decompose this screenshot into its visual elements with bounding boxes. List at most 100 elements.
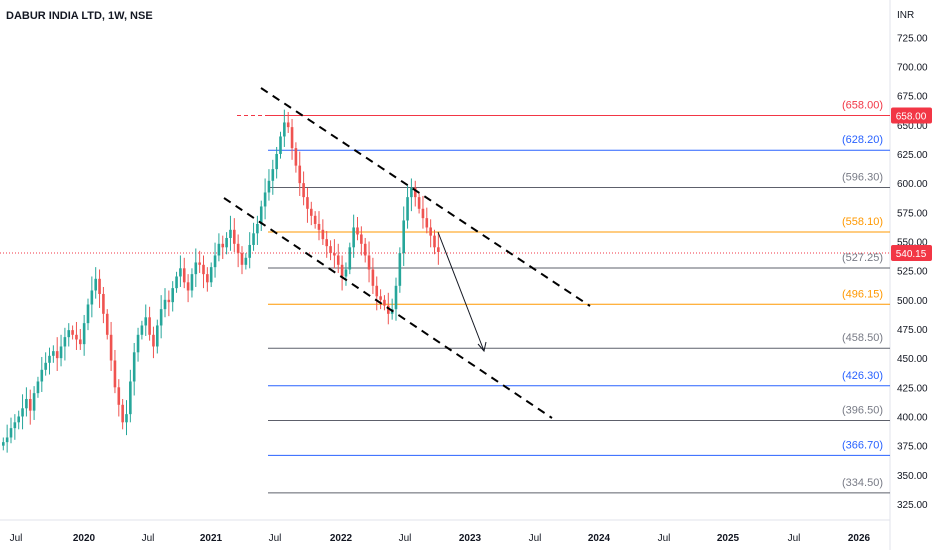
candle	[163, 288, 167, 318]
candle	[356, 216, 359, 241]
candle	[28, 389, 32, 425]
level-label: (527.25)	[842, 252, 883, 264]
candle	[313, 211, 317, 229]
level-label: (458.50)	[842, 332, 883, 344]
candle	[267, 169, 271, 201]
level-lines: (658.00) (628.20) (596.30) (558.10) (527.25)…	[0, 99, 890, 494]
candle	[202, 255, 205, 289]
y-tick-label: 450.00	[897, 354, 928, 365]
candle	[152, 326, 155, 359]
candle	[302, 171, 305, 206]
candle	[102, 286, 105, 324]
candle	[429, 219, 432, 248]
candle	[259, 200, 263, 231]
candle	[333, 239, 336, 269]
candle	[171, 281, 174, 312]
candle	[2, 437, 5, 451]
candle	[398, 247, 402, 293]
candle	[421, 195, 425, 229]
candle	[117, 379, 121, 417]
level-label: (596.30)	[842, 171, 883, 183]
y-tick-label: 725.00	[897, 33, 928, 44]
candle	[194, 248, 198, 287]
y-tick-label: 575.00	[897, 208, 928, 219]
candle	[379, 289, 382, 310]
x-tick-label: Jul	[142, 533, 155, 544]
candle	[82, 314, 86, 356]
candle	[90, 276, 94, 318]
candle	[132, 342, 136, 396]
candle	[286, 111, 290, 133]
candle	[67, 323, 71, 347]
candle	[279, 131, 282, 159]
candle	[221, 235, 225, 259]
candle	[340, 255, 344, 291]
candle	[144, 304, 148, 336]
candle	[413, 180, 417, 207]
candle	[306, 187, 309, 223]
candle	[190, 268, 194, 298]
candle	[367, 241, 371, 283]
candle	[179, 255, 182, 287]
candle	[325, 230, 328, 258]
chart-title: DABUR INDIA LTD, 1W, NSE	[6, 10, 153, 22]
candle	[310, 201, 313, 226]
candle	[182, 257, 186, 289]
lower-channel-line	[223, 197, 553, 419]
level-label: (558.10)	[842, 216, 883, 228]
y-tick-label: 700.00	[897, 62, 928, 73]
candle	[352, 214, 355, 258]
candle	[383, 295, 386, 311]
candle	[17, 410, 20, 430]
candle	[256, 215, 259, 245]
candle	[406, 185, 409, 229]
candle	[121, 398, 124, 430]
drawings	[223, 87, 591, 419]
candle	[159, 295, 163, 339]
candle	[410, 178, 413, 212]
candle	[25, 387, 28, 417]
plot-area	[0, 0, 891, 550]
y-tick-label: 500.00	[897, 296, 928, 307]
candle	[394, 277, 398, 321]
level-price-badge: 658.00	[891, 107, 932, 124]
candle	[105, 309, 109, 340]
candle	[125, 400, 128, 436]
y-tick-label: 650.00	[897, 121, 928, 132]
candles	[2, 109, 440, 453]
candle	[48, 347, 51, 375]
candle	[198, 250, 201, 273]
candle	[252, 222, 255, 251]
candle	[32, 386, 36, 420]
candle	[294, 142, 298, 173]
y-tick-label: 675.00	[897, 92, 928, 103]
candle	[94, 267, 97, 299]
candle	[129, 369, 132, 423]
x-tick-label: Jul	[399, 533, 412, 544]
candle	[240, 246, 244, 275]
x-tick-label: Jul	[10, 533, 23, 544]
candle	[148, 306, 151, 341]
candle	[371, 257, 375, 294]
x-tick-label: 2021	[200, 533, 223, 544]
candle	[86, 298, 90, 331]
x-tick-label: 2025	[717, 533, 740, 544]
candle	[44, 352, 47, 376]
candle	[275, 146, 278, 179]
candle	[248, 232, 251, 269]
candle	[402, 206, 405, 266]
candle	[236, 234, 240, 268]
candle	[344, 262, 348, 286]
y-tick-label: 475.00	[897, 325, 928, 336]
candle	[156, 319, 159, 354]
candle	[140, 320, 144, 340]
candle	[79, 328, 82, 350]
x-tick-label: Jul	[529, 533, 542, 544]
level-label: (334.50)	[842, 477, 883, 489]
candle	[329, 240, 332, 261]
candle	[206, 267, 209, 292]
candle	[75, 321, 78, 350]
candle	[244, 253, 248, 270]
projection-arrow	[437, 231, 487, 353]
